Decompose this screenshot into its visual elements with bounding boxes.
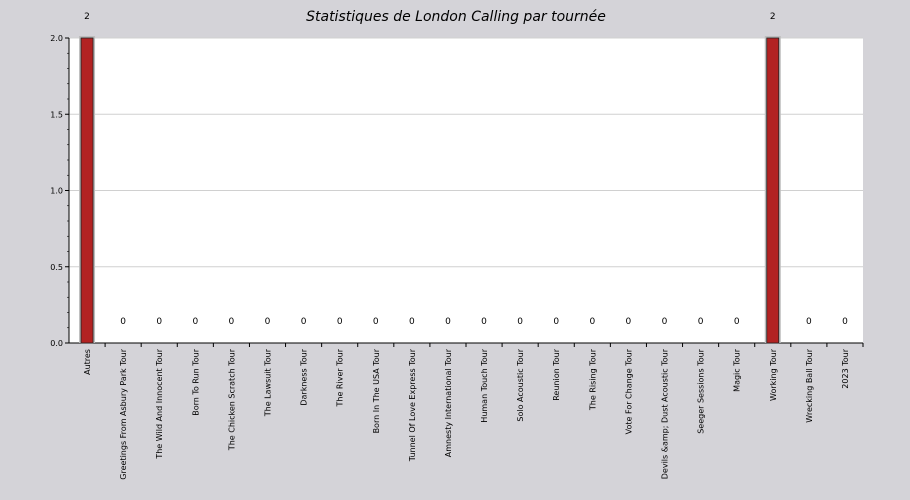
bar-value-label: 0: [842, 317, 848, 327]
x-tick-label: Seeger Sessions Tour: [697, 348, 706, 433]
x-tick-label: The Wild And Innocent Tour: [155, 348, 164, 459]
bar-value-label: 0: [120, 317, 126, 327]
x-tick-label: Human Touch Tour: [480, 348, 489, 422]
bar-value-label: 0: [192, 317, 198, 327]
x-tick-label: Reunion Tour: [552, 348, 561, 400]
bar-value-label: 0: [734, 317, 740, 327]
bar-value-label: 0: [373, 317, 379, 327]
bar-value-label: 0: [698, 317, 704, 327]
bar-value-label: 0: [301, 317, 307, 327]
bar-value-label: 0: [481, 317, 487, 327]
x-tick-label: Vote For Change Tour: [624, 348, 633, 434]
bar-value-label: 0: [517, 317, 523, 327]
x-tick-label: Magic Tour: [733, 348, 742, 392]
x-tick-label: Born In The USA Tour: [372, 348, 381, 433]
x-tick-label: Amnesty International Tour: [444, 348, 453, 457]
bar-value-label: 0: [553, 317, 559, 327]
bar-value-label: 0: [156, 317, 162, 327]
bar-value-label: 0: [589, 317, 595, 327]
bar: [766, 37, 780, 344]
bar-value-label: 0: [662, 317, 668, 327]
x-tick-label: The River Tour: [336, 348, 345, 407]
bar: [80, 37, 94, 344]
bar-value-label: 0: [229, 317, 235, 327]
bar-value-label: 0: [265, 317, 271, 327]
plot-area: 0.0 0.5 1.0 1.5 2.0 2 Autres 0 Greetings From As…: [50, 12, 864, 480]
x-tick-label: Solo Acoustic Tour: [516, 348, 525, 421]
y-tick-label: 0.0: [50, 339, 63, 348]
x-tick-label: The Lawsuit Tour: [264, 348, 273, 417]
x-tick-label: Working Tour: [769, 348, 778, 401]
bar-value-label: 2: [770, 12, 776, 22]
x-tick-label: Darkness Tour: [300, 348, 309, 405]
x-tick-label: Devils &amp; Dust Acoustic Tour: [661, 348, 670, 479]
x-tick-label: The Chicken Scratch Tour: [227, 348, 236, 451]
bar-value-label: 2: [84, 12, 90, 22]
bar-value-label: 0: [409, 317, 415, 327]
x-tick-label: Autres: [83, 349, 92, 375]
y-tick-label: 1.0: [50, 187, 63, 196]
x-tick-label: 2023 Tour: [841, 348, 850, 388]
x-tick-label: Tunnel Of Love Express Tour: [408, 348, 417, 462]
y-tick-label: 1.5: [50, 110, 63, 119]
x-tick-label: Greetings From Asbury Park Tour: [119, 348, 128, 479]
bar-value-label: 0: [337, 317, 343, 327]
y-tick-label: 2.0: [50, 34, 63, 43]
bar-value-label: 0: [445, 317, 451, 327]
chart-title: Statistiques de London Calling par tourn…: [306, 9, 606, 25]
x-tick-label: The Rising Tour: [588, 348, 597, 411]
x-tick-label: Wrecking Ball Tour: [805, 348, 814, 422]
bar-value-label: 0: [626, 317, 632, 327]
x-tick-label: Born To Run Tour: [191, 348, 200, 415]
bar-value-label: 0: [806, 317, 812, 327]
y-tick-label: 0.5: [50, 263, 63, 272]
